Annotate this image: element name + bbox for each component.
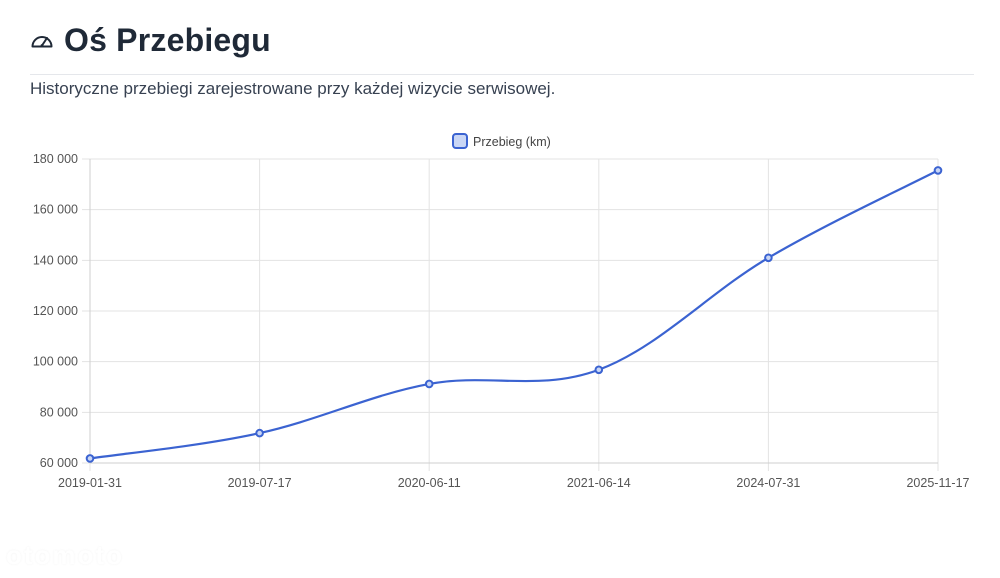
y-tick-label: 100 000	[33, 355, 78, 369]
title-divider	[30, 74, 974, 75]
legend-label: Przebieg (km)	[473, 135, 551, 149]
page-header: Oś Przebiegu	[30, 22, 271, 59]
page-title: Oś Przebiegu	[64, 22, 271, 58]
y-tick-label: 180 000	[33, 152, 78, 166]
x-tick-label: 2019-01-31	[58, 476, 122, 490]
x-tick-label: 2024-07-31	[736, 476, 800, 490]
page-subtitle: Historyczne przebiegi zarejestrowane prz…	[30, 79, 556, 98]
data-point	[255, 428, 264, 438]
y-tick-label: 160 000	[33, 203, 78, 217]
data-point	[594, 365, 604, 375]
y-axis-ticks: 60 000 80 000 100 000 120 000 140 000 160 000…	[33, 152, 78, 470]
data-point	[764, 253, 773, 263]
x-tick-label: 2021-06-14	[567, 476, 631, 490]
x-tick-label: 2020-06-11	[398, 476, 461, 490]
chart-series	[85, 166, 943, 463]
data-point	[424, 379, 434, 389]
data-point	[85, 454, 95, 463]
data-point	[933, 166, 943, 175]
y-tick-label: 80 000	[40, 405, 78, 419]
brand-watermark: otomoto	[6, 540, 124, 570]
chart-grid	[82, 158, 939, 471]
series-line	[89, 169, 939, 460]
chart-legend[interactable]: Przebieg (km)	[452, 133, 551, 149]
y-tick-label: 140 000	[33, 253, 78, 267]
legend-swatch	[452, 133, 468, 149]
y-tick-label: 60 000	[40, 456, 78, 470]
x-tick-label: 2025-11-17	[906, 476, 969, 490]
y-tick-label: 120 000	[33, 304, 78, 318]
x-tick-label: 2019-07-17	[228, 476, 292, 490]
speedometer-icon	[30, 29, 54, 53]
x-axis-ticks: 2019-01-31 2019-07-17 2020-06-11 2021-06-14…	[58, 476, 970, 490]
